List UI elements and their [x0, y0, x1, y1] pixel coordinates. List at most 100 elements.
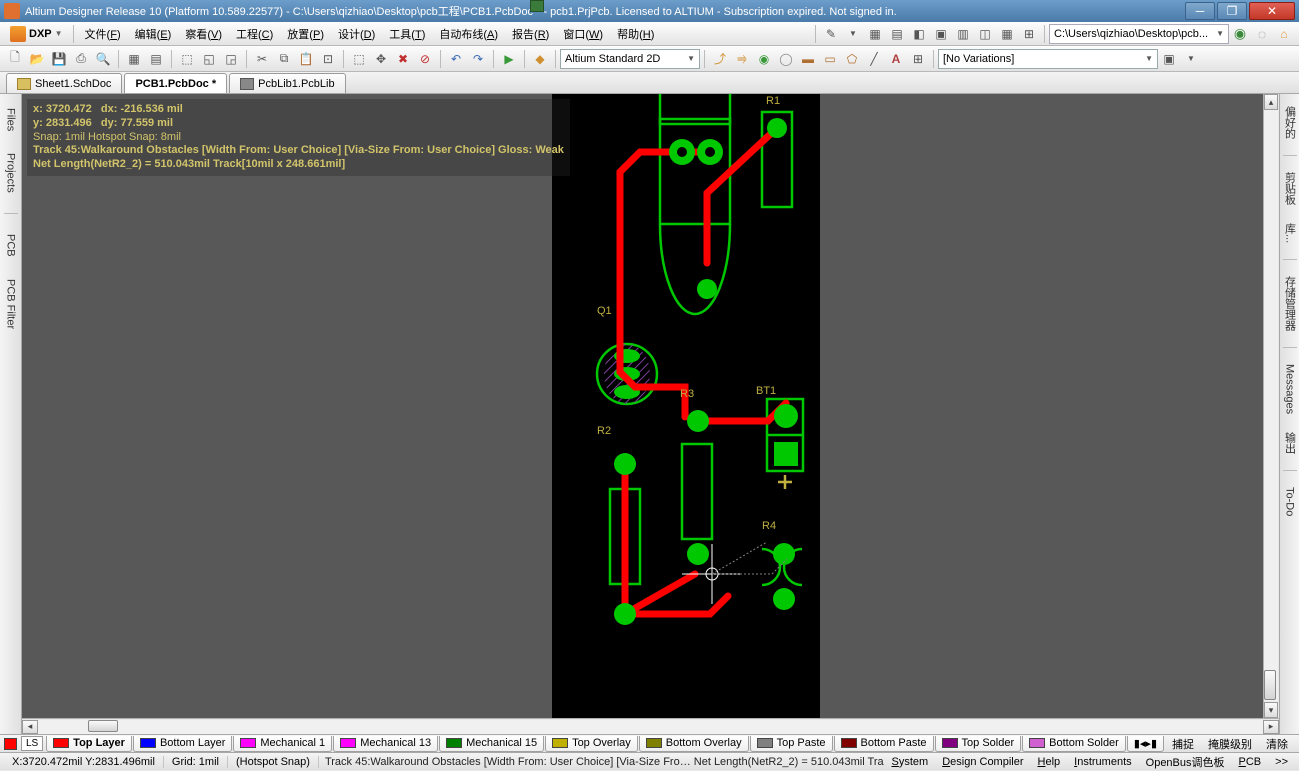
tool-icon[interactable]: ▤	[888, 25, 906, 43]
layertab-mechanical-15[interactable]: Mechanical 15	[439, 736, 544, 752]
component-icon[interactable]: ▣	[1160, 50, 1178, 68]
zoom-region-icon[interactable]: ⬚	[178, 50, 196, 68]
tool-icon[interactable]: ▥	[954, 25, 972, 43]
redo-icon[interactable]: ↷	[469, 50, 487, 68]
righttab-favorites[interactable]: 偏好的	[1281, 102, 1299, 143]
ls-button[interactable]: LS	[21, 736, 43, 751]
layertab-bottom-solder[interactable]: Bottom Solder	[1022, 736, 1126, 752]
panel-designcompiler[interactable]: Design Compiler	[935, 755, 1030, 769]
panel-instruments[interactable]: Instruments	[1067, 755, 1138, 769]
minimize-button[interactable]: ─	[1185, 2, 1215, 20]
layertab-mechanical-1[interactable]: Mechanical 1	[233, 736, 332, 752]
horizontal-scrollbar[interactable]: ◂ ▸	[22, 718, 1279, 734]
undo-icon[interactable]: ↶	[447, 50, 465, 68]
run-icon[interactable]: ▶	[500, 50, 518, 68]
route-diff-icon[interactable]: ⥤	[733, 50, 751, 68]
array-icon[interactable]: ⊞	[909, 50, 927, 68]
ctx-snap[interactable]: 捕捉	[1165, 735, 1201, 753]
save-icon[interactable]: 💾	[50, 50, 68, 68]
tool-icon[interactable]: ▦	[866, 25, 884, 43]
scroll-thumb[interactable]	[88, 720, 118, 732]
scroll-down-button[interactable]: ▾	[1264, 702, 1278, 718]
cut-icon[interactable]: ✂	[253, 50, 271, 68]
panel-more[interactable]: >>	[1268, 755, 1295, 769]
righttab-messages[interactable]: Messages	[1283, 360, 1297, 418]
menu-window[interactable]: 窗口(W)	[556, 23, 610, 45]
copy-icon[interactable]: ⧉	[275, 50, 293, 68]
righttab-clipboard[interactable]: 剪贴板	[1281, 168, 1299, 209]
tool-icon[interactable]: ▦	[125, 50, 143, 68]
preview-icon[interactable]: 🔍	[94, 50, 112, 68]
nav-back-icon[interactable]: ◉	[1231, 25, 1249, 43]
menu-edit[interactable]: 编辑(E)	[128, 23, 179, 45]
menu-file[interactable]: 文件(F)	[78, 23, 128, 45]
righttab-libraries[interactable]: 库...	[1281, 219, 1299, 247]
scroll-thumb[interactable]	[1264, 670, 1276, 700]
tool-icon[interactable]: ▦	[998, 25, 1016, 43]
tool-icon[interactable]: ▣	[932, 25, 950, 43]
pcb-canvas[interactable]: x: 3720.472 dx: -216.536 mil y: 2831.496…	[22, 94, 1279, 734]
menu-help[interactable]: 帮助(H)	[610, 23, 661, 45]
layertab-top-layer[interactable]: Top Layer	[46, 736, 132, 752]
layertab-top-overlay[interactable]: Top Overlay	[545, 736, 638, 752]
panel-system[interactable]: System	[885, 755, 936, 769]
tool-icon[interactable]: ◧	[910, 25, 928, 43]
scroll-right-button[interactable]: ▸	[1263, 720, 1279, 734]
variations-combo[interactable]: [No Variations]▼	[938, 49, 1158, 69]
tool-icon[interactable]: ▤	[147, 50, 165, 68]
lefttab-pcb[interactable]: PCB	[4, 230, 18, 261]
tab-pcblib1[interactable]: PcbLib1.PcbLib	[229, 73, 345, 93]
panel-help[interactable]: Help	[1031, 755, 1068, 769]
scroll-up-button[interactable]: ▴	[1264, 94, 1278, 110]
layertab-top-solder[interactable]: Top Solder	[935, 736, 1022, 752]
layertab-top-paste[interactable]: Top Paste	[750, 736, 833, 752]
via-icon[interactable]: ◉	[755, 50, 773, 68]
menu-autoroute[interactable]: 自动布线(A)	[432, 23, 505, 45]
righttab-output[interactable]: 输出	[1281, 428, 1299, 458]
pad-icon[interactable]: ◯	[777, 50, 795, 68]
dxp-menu[interactable]: DXP ▼	[4, 25, 69, 43]
layertab-bottom-paste[interactable]: Bottom Paste	[834, 736, 934, 752]
viewmode-combo[interactable]: Altium Standard 2D▼	[560, 49, 700, 69]
maximize-button[interactable]: ❐	[1217, 2, 1247, 20]
tool-icon[interactable]: ⊡	[319, 50, 337, 68]
layertab-bottom-overlay[interactable]: Bottom Overlay	[639, 736, 749, 752]
righttab-storage[interactable]: 存储管理器	[1281, 272, 1299, 335]
region-icon[interactable]: ▭	[821, 50, 839, 68]
menu-place[interactable]: 放置(P)	[280, 23, 331, 45]
lefttab-pcbfilter[interactable]: PCB Filter	[4, 275, 18, 333]
fill-icon[interactable]: ▬	[799, 50, 817, 68]
route-icon[interactable]: ⤴	[711, 50, 729, 68]
path-box[interactable]: C:\Users\qizhiao\Desktop\pcb...▼	[1049, 24, 1229, 44]
menu-tools[interactable]: 工具(T)	[382, 23, 432, 45]
menu-view[interactable]: 察看(V)	[178, 23, 229, 45]
deselect-icon[interactable]: ✖	[394, 50, 412, 68]
move-icon[interactable]: ✥	[372, 50, 390, 68]
lefttab-files[interactable]: Files	[4, 104, 18, 135]
home-icon[interactable]: ⌂	[1275, 25, 1293, 43]
chevron-down-icon[interactable]: ▼	[1182, 50, 1200, 68]
print-icon[interactable]: ⎙	[72, 50, 90, 68]
layertab-nav[interactable]: ▮◂▸▮	[1127, 736, 1164, 752]
ctx-mask[interactable]: 掩膜级别	[1201, 735, 1259, 753]
chevron-down-icon[interactable]: ▼	[844, 25, 862, 43]
scroll-left-button[interactable]: ◂	[22, 720, 38, 734]
clear-icon[interactable]: ⊘	[416, 50, 434, 68]
righttab-todo[interactable]: To-Do	[1283, 483, 1297, 520]
new-icon[interactable]: 🗋	[6, 50, 24, 68]
menu-report[interactable]: 报告(R)	[505, 23, 556, 45]
select-icon[interactable]: ⬚	[350, 50, 368, 68]
poly-icon[interactable]: ⬠	[843, 50, 861, 68]
menu-design[interactable]: 设计(D)	[331, 23, 382, 45]
tab-pcb1[interactable]: PCB1.PcbDoc *	[124, 73, 227, 93]
open-icon[interactable]: 📂	[28, 50, 46, 68]
close-button[interactable]: ✕	[1249, 2, 1295, 20]
zoom-fit-icon[interactable]: ◱	[200, 50, 218, 68]
vertical-scrollbar[interactable]: ▴ ▾	[1263, 94, 1279, 718]
text-icon[interactable]: A	[887, 50, 905, 68]
layertab-bottom-layer[interactable]: Bottom Layer	[133, 736, 232, 752]
edit-icon[interactable]: ✎	[822, 25, 840, 43]
tab-sheet1[interactable]: Sheet1.SchDoc	[6, 73, 122, 93]
menu-project[interactable]: 工程(C)	[229, 23, 280, 45]
ctx-clear[interactable]: 清除	[1259, 735, 1295, 753]
